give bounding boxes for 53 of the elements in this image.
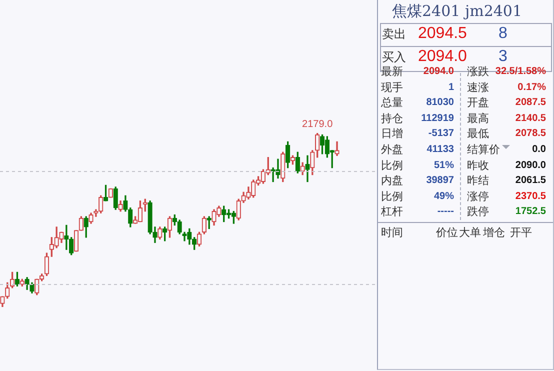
text: 大单 <box>459 226 481 239</box>
text: 内盘 <box>381 174 403 188</box>
text: 2094.0 <box>423 66 454 77</box>
text: 1 <box>448 82 454 93</box>
text: 比例 <box>381 158 403 172</box>
text: 3 <box>498 48 508 65</box>
text: 41133 <box>426 144 454 155</box>
text: 日增 <box>381 127 403 140</box>
text: 32.5/1.58% <box>495 66 546 77</box>
text: 2087.5 <box>515 97 546 108</box>
text: 开盘 <box>467 96 489 110</box>
text: 价位 <box>436 226 458 239</box>
text: 39897 <box>426 175 454 186</box>
text: 涨跌 <box>467 65 489 78</box>
text: 增仓 <box>483 226 505 239</box>
text: 2094.0 <box>418 48 467 65</box>
text: 最高 <box>467 112 489 125</box>
text: 开平 <box>509 226 533 239</box>
text: 总量 <box>381 96 403 110</box>
text: 涨停 <box>467 190 489 203</box>
text: 1752.5 <box>515 206 546 218</box>
text: 杠杆 <box>381 205 403 218</box>
text: 焦煤2401 jm2401 <box>392 2 522 20</box>
text: 结算价 <box>467 143 500 156</box>
text: 2078.5 <box>515 128 546 140</box>
text: 51% <box>434 160 454 171</box>
text: 112919 <box>421 112 454 124</box>
text: 0.0 <box>532 144 546 155</box>
text: 持仓 <box>381 112 403 125</box>
text: 外盘 <box>381 143 403 156</box>
text: 最新 <box>381 65 403 78</box>
text: 现手 <box>381 80 403 94</box>
text: 时间 <box>381 226 403 239</box>
text: 最低 <box>467 127 489 140</box>
text: 0.17% <box>518 82 546 93</box>
text: 昨结 <box>467 174 489 188</box>
text: 卖出 <box>382 27 406 41</box>
annotation: 2179.0 <box>302 118 334 130</box>
text: 速涨 <box>467 80 489 94</box>
text: 2061.5 <box>515 175 546 186</box>
text: 买入 <box>382 50 406 64</box>
text: 2094.5 <box>418 25 467 42</box>
text: 8 <box>498 25 508 42</box>
text: 昨收 <box>467 158 489 172</box>
text: 比例 <box>381 190 403 203</box>
text: 81030 <box>426 97 454 108</box>
text: 49% <box>434 190 454 202</box>
text: 2090.0 <box>515 160 546 171</box>
text: 跌停 <box>467 205 489 218</box>
text: 2140.5 <box>515 112 546 124</box>
text: -5137 <box>428 128 454 140</box>
text: ----- <box>437 206 454 218</box>
text: 2370.5 <box>515 190 546 202</box>
